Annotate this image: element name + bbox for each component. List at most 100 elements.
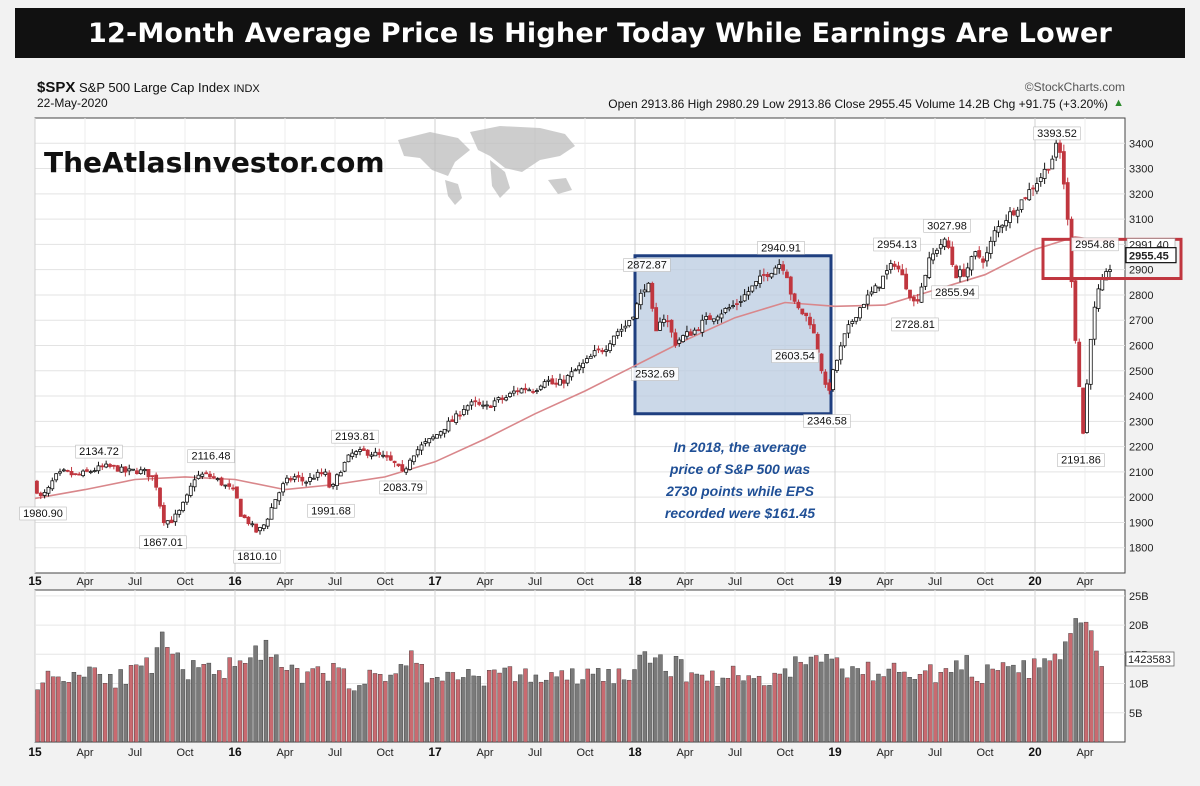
volume-bar (306, 672, 310, 742)
candle-body (393, 461, 396, 462)
candle-body (132, 469, 135, 470)
candle-body (839, 346, 842, 360)
candle-body (501, 398, 504, 400)
y-tick-label: 2300 (1129, 416, 1153, 428)
volume-bar (544, 680, 548, 742)
candle-body (632, 317, 635, 319)
volume-bar (212, 674, 216, 742)
candle-body (1109, 270, 1112, 272)
volume-x-axis: 15 Apr Jul Oct 16 Apr Jul Oct 17 Apr Jul Oct 18 Apr Ju… (28, 745, 1094, 759)
candle-body (485, 405, 488, 406)
point-label: 1991.68 (311, 505, 351, 517)
point-label: 2134.72 (79, 446, 119, 458)
candle-body (674, 333, 677, 346)
x-tick-label: 20 (1028, 745, 1042, 759)
volume-bar (934, 683, 938, 742)
volume-bar (316, 667, 320, 742)
candle-body (359, 450, 362, 452)
candle-body (97, 466, 100, 471)
volume-bar (67, 682, 71, 742)
candle-body (909, 290, 912, 298)
candle-body (412, 456, 415, 462)
candle-body (297, 476, 300, 478)
y-tick-label: 3200 (1129, 189, 1153, 201)
candle-body (1093, 307, 1096, 339)
volume-bar (726, 678, 730, 742)
volume-bar (1011, 665, 1015, 742)
volume-bar (617, 669, 621, 742)
candle-body (293, 477, 296, 480)
candle-body (601, 350, 604, 351)
volume-bar (773, 673, 777, 742)
candle-body (1039, 178, 1042, 182)
volume-bar (913, 679, 917, 742)
volume-bar (1094, 651, 1098, 742)
volume-bar (851, 667, 855, 742)
point-label: 2532.69 (635, 369, 675, 381)
candle-body (759, 276, 762, 283)
volume-bar (487, 670, 491, 742)
candle-body (335, 475, 338, 486)
candle-body (609, 344, 612, 351)
candle-body (766, 274, 769, 276)
annotation-line: recorded were $161.45 (620, 502, 860, 524)
x-tick-label: Apr (76, 576, 93, 588)
volume-bar (56, 677, 60, 742)
volume-bar (202, 664, 206, 742)
candle-body (728, 308, 731, 309)
volume-bar (171, 654, 175, 742)
candle-body (535, 391, 538, 392)
volume-bar (352, 691, 356, 742)
volume-bar (684, 682, 688, 742)
candle-body (370, 455, 373, 456)
candle-body (678, 340, 681, 343)
volume-bar (1053, 654, 1057, 742)
source-credit: ©StockCharts.com (1025, 80, 1125, 94)
candle-body (862, 304, 865, 307)
x-tick-label: Apr (1076, 576, 1093, 588)
candle-body (593, 351, 596, 356)
candle-body (789, 277, 792, 294)
candle-body (224, 485, 227, 486)
candle-body (782, 265, 785, 271)
y-tick-label: 2100 (1129, 467, 1153, 479)
candle-body (801, 309, 804, 314)
candle-body (562, 380, 565, 383)
volume-bar (985, 665, 989, 742)
volume-bar (498, 673, 502, 742)
candle-body (574, 370, 577, 371)
volume-bar (217, 670, 221, 742)
candle-body (201, 474, 204, 476)
candle-body (505, 398, 508, 400)
y-tick-label: 2900 (1129, 265, 1153, 277)
volume-bar (440, 681, 444, 742)
volume-bar (799, 662, 803, 742)
candle-body (928, 258, 931, 278)
candle-body (247, 517, 250, 523)
volume-bar (503, 668, 507, 742)
volume-bar (331, 663, 335, 742)
volume-bar (248, 658, 252, 742)
candle-body (493, 401, 496, 407)
candle-body (216, 479, 219, 480)
volume-bar (103, 683, 107, 742)
volume-bar (565, 680, 569, 742)
candle-body (1005, 221, 1008, 226)
vol-y-tick-label: 10B (1129, 679, 1149, 691)
candle-body (474, 401, 477, 402)
vol-y-tick-label: 20B (1129, 620, 1149, 632)
candle-body (539, 386, 542, 389)
volume-bar (477, 676, 481, 742)
volume-bar (51, 677, 55, 742)
volume-bar (627, 680, 631, 742)
x-tick-label: Apr (476, 747, 493, 759)
candle-body (274, 500, 277, 509)
volume-bar (866, 662, 870, 742)
candle-body (805, 313, 808, 315)
candle-body (662, 319, 665, 322)
candle-body (1043, 169, 1046, 178)
volume-bar (326, 681, 330, 742)
volume-bar (88, 667, 92, 742)
candle-body (893, 264, 896, 266)
candle-body (797, 302, 800, 308)
